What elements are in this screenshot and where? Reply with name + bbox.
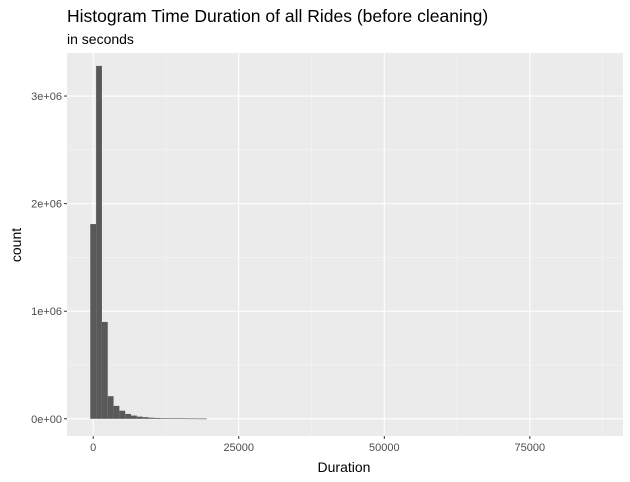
- chart-title: Histogram Time Duration of all Rides (be…: [67, 6, 489, 26]
- chart-subtitle: in seconds: [67, 31, 134, 47]
- histogram-bar: [177, 418, 184, 420]
- histogram-bar: [90, 224, 97, 419]
- histogram-bar: [96, 65, 102, 419]
- x-axis: 0 25000 50000 75000: [90, 436, 545, 454]
- histogram-bar: [189, 418, 196, 420]
- histogram-bars: [90, 65, 207, 420]
- histogram-bar: [148, 417, 155, 419]
- x-tick-label: 50000: [369, 442, 400, 454]
- x-tick-label: 25000: [223, 442, 254, 454]
- histogram-bar: [195, 418, 201, 420]
- histogram-bar: [101, 321, 108, 419]
- x-axis-title: Duration: [318, 459, 371, 475]
- histogram-bar: [165, 418, 172, 419]
- histogram-bar: [131, 415, 137, 419]
- histogram-bar: [113, 405, 120, 419]
- histogram-bar: [125, 413, 132, 419]
- histogram-bar: [160, 418, 166, 419]
- x-tick-label: 75000: [515, 442, 546, 454]
- y-tick-label: 1e+06: [31, 306, 62, 318]
- y-tick-label: 3e+06: [31, 91, 62, 103]
- histogram-bar: [154, 417, 161, 419]
- y-axis-title: count: [8, 228, 24, 262]
- histogram-bar: [107, 396, 114, 419]
- y-tick-label: 2e+06: [31, 199, 62, 211]
- histogram-bar: [136, 416, 143, 419]
- plot-panel: [67, 53, 623, 436]
- y-axis: 0e+00 1e+06 2e+06 3e+06: [31, 91, 67, 426]
- histogram-bar: [200, 418, 207, 420]
- histogram-bar: [171, 418, 178, 419]
- histogram-bar: [142, 417, 149, 419]
- histogram-bar: [183, 418, 190, 420]
- x-tick-label: 0: [90, 442, 96, 454]
- histogram-bar: [119, 410, 126, 419]
- y-tick-label: 0e+00: [31, 414, 62, 426]
